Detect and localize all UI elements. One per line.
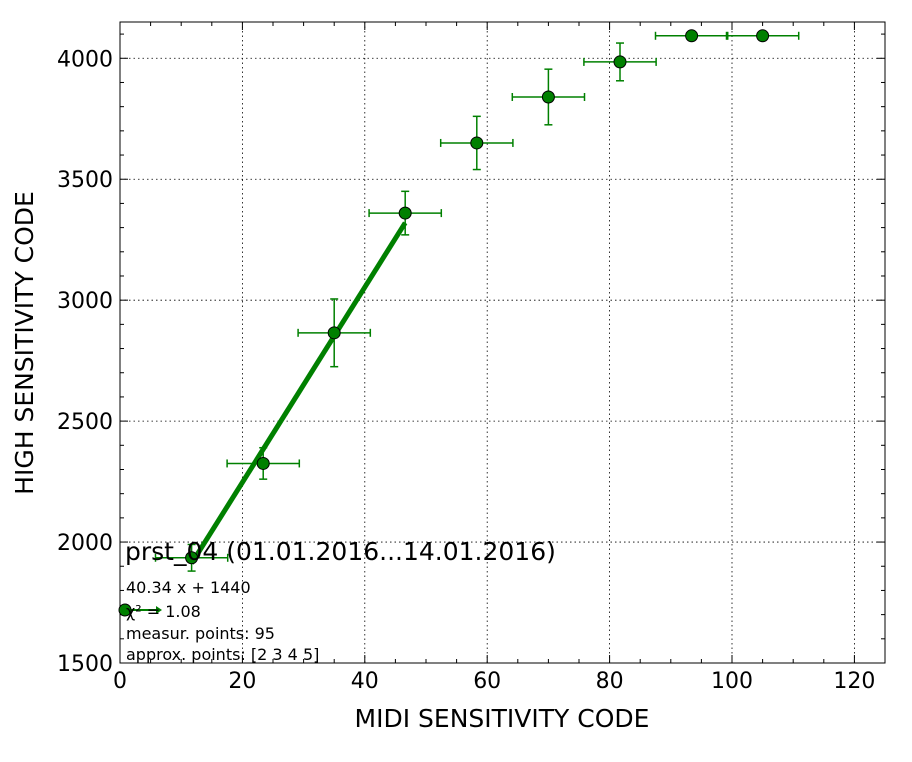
y-tick-labels: 1500 2000 2500 3000 3500 4000 xyxy=(57,47,113,677)
legend-marker xyxy=(118,603,162,617)
data-point xyxy=(470,136,484,150)
measur-points: measur. points: 95 xyxy=(126,624,275,643)
data-point xyxy=(613,55,627,69)
x-tick-label: 120 xyxy=(833,669,875,694)
x-tick-label: 100 xyxy=(711,669,753,694)
x-tick-label: 0 xyxy=(113,669,127,694)
error-bars xyxy=(154,31,800,572)
y-tick-label: 2500 xyxy=(57,410,113,435)
grid xyxy=(119,22,885,664)
y-tick-label: 4000 xyxy=(57,47,113,72)
x-tick-label: 40 xyxy=(351,669,379,694)
y-tick-label: 1500 xyxy=(57,652,113,677)
data-point xyxy=(756,29,770,43)
data-point xyxy=(327,326,341,340)
x-tick-label: 80 xyxy=(596,669,624,694)
data-point xyxy=(185,551,199,565)
x-tick-label: 60 xyxy=(473,669,501,694)
y-axis-label: HIGH SENSITIVITY CODE xyxy=(10,191,39,495)
data-point xyxy=(541,90,555,104)
plot-frame xyxy=(119,21,886,664)
data-point xyxy=(256,456,270,470)
data-point xyxy=(685,29,699,43)
y-tick-label: 3000 xyxy=(57,289,113,314)
fit-line xyxy=(189,221,408,565)
x-axis-label: MIDI SENSITIVITY CODE xyxy=(355,704,650,733)
data-points xyxy=(185,29,770,565)
y-tick-label: 3500 xyxy=(57,168,113,193)
chi2-value: χ² = 1.08 xyxy=(126,602,201,621)
ticks xyxy=(119,22,885,664)
x-tick-label: 20 xyxy=(228,669,256,694)
approx-points: approx. points: [2 3 4 5] xyxy=(126,645,319,664)
data-point xyxy=(398,206,412,220)
y-tick-label: 2000 xyxy=(57,531,113,556)
fit-equation: 40.34 x + 1440 xyxy=(126,578,251,597)
x-tick-labels: 0 20 40 60 80 100 120 xyxy=(113,669,875,694)
chart-title: prst_04 (01.01.2016...14.01.2016) xyxy=(125,537,556,566)
